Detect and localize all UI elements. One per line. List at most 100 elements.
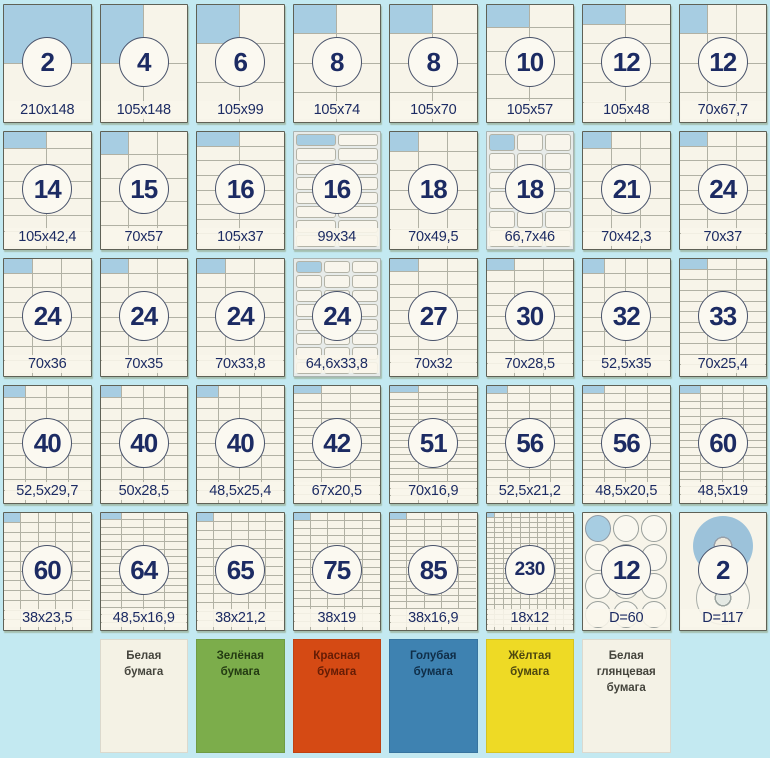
label-cell: [390, 602, 408, 610]
label-cell: [495, 594, 504, 600]
label-count-badge: 24: [215, 291, 266, 341]
label-cell: [362, 513, 380, 521]
label-cell: [424, 526, 442, 534]
label-cell: [737, 205, 766, 220]
label-cell: [254, 274, 284, 289]
label-cell: [744, 425, 766, 433]
format-card: 85 38x16,9: [389, 512, 478, 631]
label-cell: [390, 337, 419, 350]
label-cell: [345, 513, 363, 521]
label-cell: [100, 586, 123, 594]
label-cell: [555, 533, 565, 539]
label-cell: [293, 536, 311, 545]
highlighted-label-cell: [4, 132, 48, 149]
label-cell: [529, 386, 552, 395]
label-cell: [547, 548, 556, 554]
label-cell: [564, 544, 573, 549]
label-count-badge: 4: [118, 37, 169, 87]
label-cell: [551, 453, 573, 462]
label-cell: [390, 540, 408, 548]
label-cell: [488, 153, 515, 171]
label-cell: [459, 534, 477, 541]
label-cell: [254, 332, 284, 347]
label-cell: [564, 574, 573, 580]
label-cell: [248, 522, 267, 531]
label-cell: [544, 153, 571, 171]
label-cell: [447, 191, 477, 210]
label-cell: [611, 132, 641, 149]
label-cell: [351, 386, 380, 395]
label-cell: [488, 210, 515, 228]
label-cell: [231, 522, 249, 531]
label-cell: [647, 411, 670, 420]
label-cell: [512, 518, 522, 524]
label-cell: [362, 591, 380, 599]
label-cell: [459, 575, 477, 582]
label-cell: [424, 513, 442, 520]
label-cell: [447, 132, 477, 152]
highlighted-label-cell: [583, 132, 612, 149]
label-cell: [100, 456, 123, 468]
label-cell: [293, 591, 311, 599]
label-cell: [362, 599, 380, 607]
label-cell: [129, 202, 159, 226]
label-cell: [495, 533, 504, 539]
label-cell: [564, 579, 573, 585]
label-cell: [495, 558, 504, 564]
label-cell: [266, 567, 284, 576]
paper-type-label: Голубая бумага: [410, 650, 457, 679]
label-cell: [197, 585, 215, 594]
label-cell: [68, 386, 91, 398]
label-cell: [538, 528, 548, 534]
label-cell: [390, 561, 408, 569]
label-cell: [165, 528, 187, 535]
label-cell: [521, 528, 530, 534]
label-cell: [503, 594, 513, 600]
highlighted-label-cell: [390, 259, 419, 272]
label-cell: [293, 411, 323, 420]
label-cell: [424, 595, 442, 603]
label-cell: [240, 397, 262, 410]
label-cell: [158, 155, 187, 179]
label-cell: [362, 568, 380, 576]
label-size-text: 48,5x16,9: [101, 609, 186, 627]
label-cell: [248, 531, 267, 540]
label-cell: [503, 543, 513, 549]
label-cell: [486, 594, 496, 600]
label-cell: [390, 210, 419, 230]
label-count-value: 16: [323, 173, 351, 204]
label-cell: [626, 402, 648, 412]
label-cell: [555, 599, 565, 605]
label-cell: [441, 533, 460, 541]
label-cell: [737, 291, 766, 302]
label-size-text: 67x20,5: [294, 482, 379, 500]
label-cell: [390, 554, 408, 562]
highlighted-label-cell: [583, 386, 605, 395]
format-card: 14 105x42,4: [3, 131, 92, 250]
label-cell: [165, 513, 187, 521]
label-cell: [486, 411, 509, 420]
label-cell: [61, 288, 91, 303]
label-count-value: 14: [33, 173, 62, 204]
label-cell: [515, 259, 545, 271]
label-cell: [254, 259, 284, 274]
label-cell: [418, 386, 448, 393]
label-cell: [293, 520, 311, 529]
label-cell: [626, 461, 648, 470]
label-cell: [744, 456, 766, 464]
label-cell: [515, 340, 545, 353]
format-card: 6 105x99: [196, 4, 285, 123]
format-card: 24 70x33,8: [196, 258, 285, 377]
label-cell: [486, 394, 509, 403]
paper-type-label: Зелёная бумага: [216, 650, 264, 679]
highlighted-label-cell: [100, 386, 123, 398]
label-cell: [418, 406, 448, 414]
label-cell: [248, 585, 267, 594]
label-cell: [722, 401, 745, 410]
label-cell: [362, 552, 380, 560]
label-cell: [390, 475, 419, 483]
highlighted-label-cell: [4, 386, 26, 398]
label-cell: [4, 456, 26, 468]
label-count-badge: 33: [697, 291, 748, 341]
highlighted-label-cell: [390, 513, 408, 520]
